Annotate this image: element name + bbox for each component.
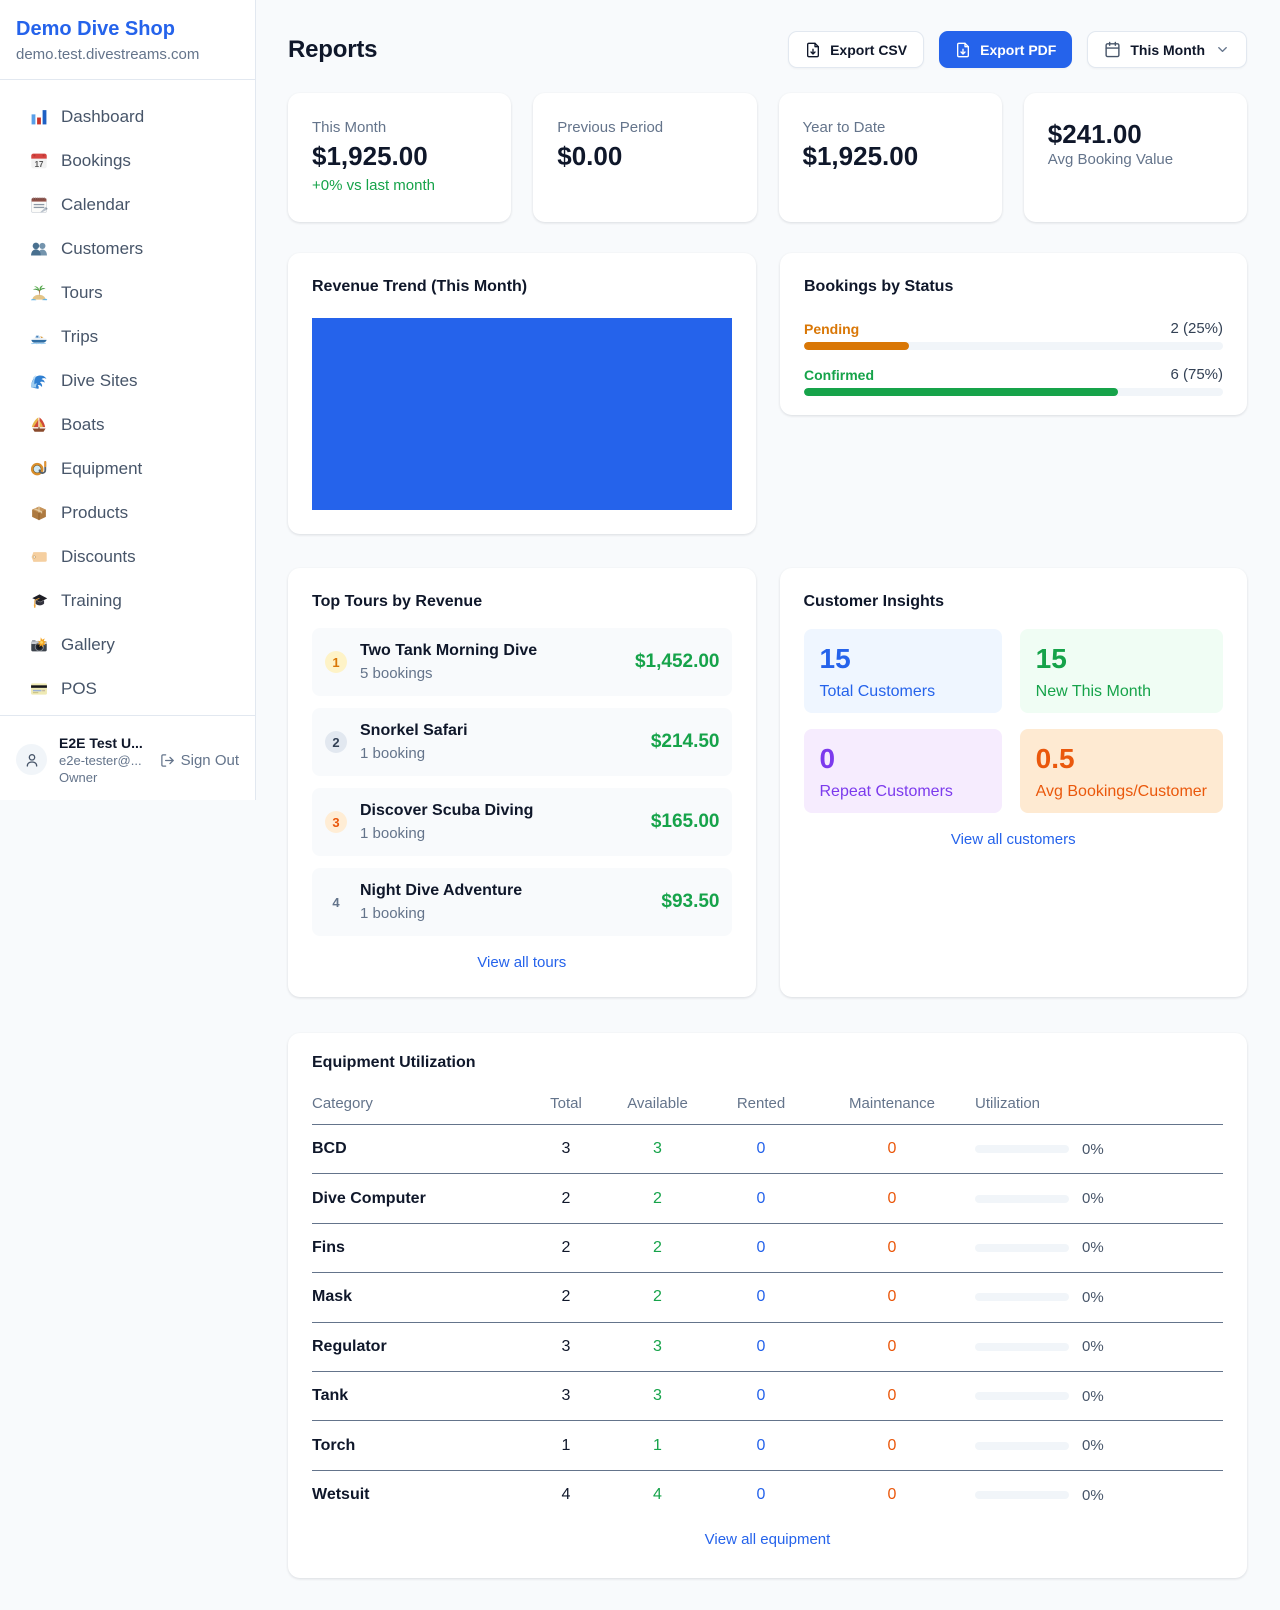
svg-text:17: 17 [35, 160, 44, 169]
